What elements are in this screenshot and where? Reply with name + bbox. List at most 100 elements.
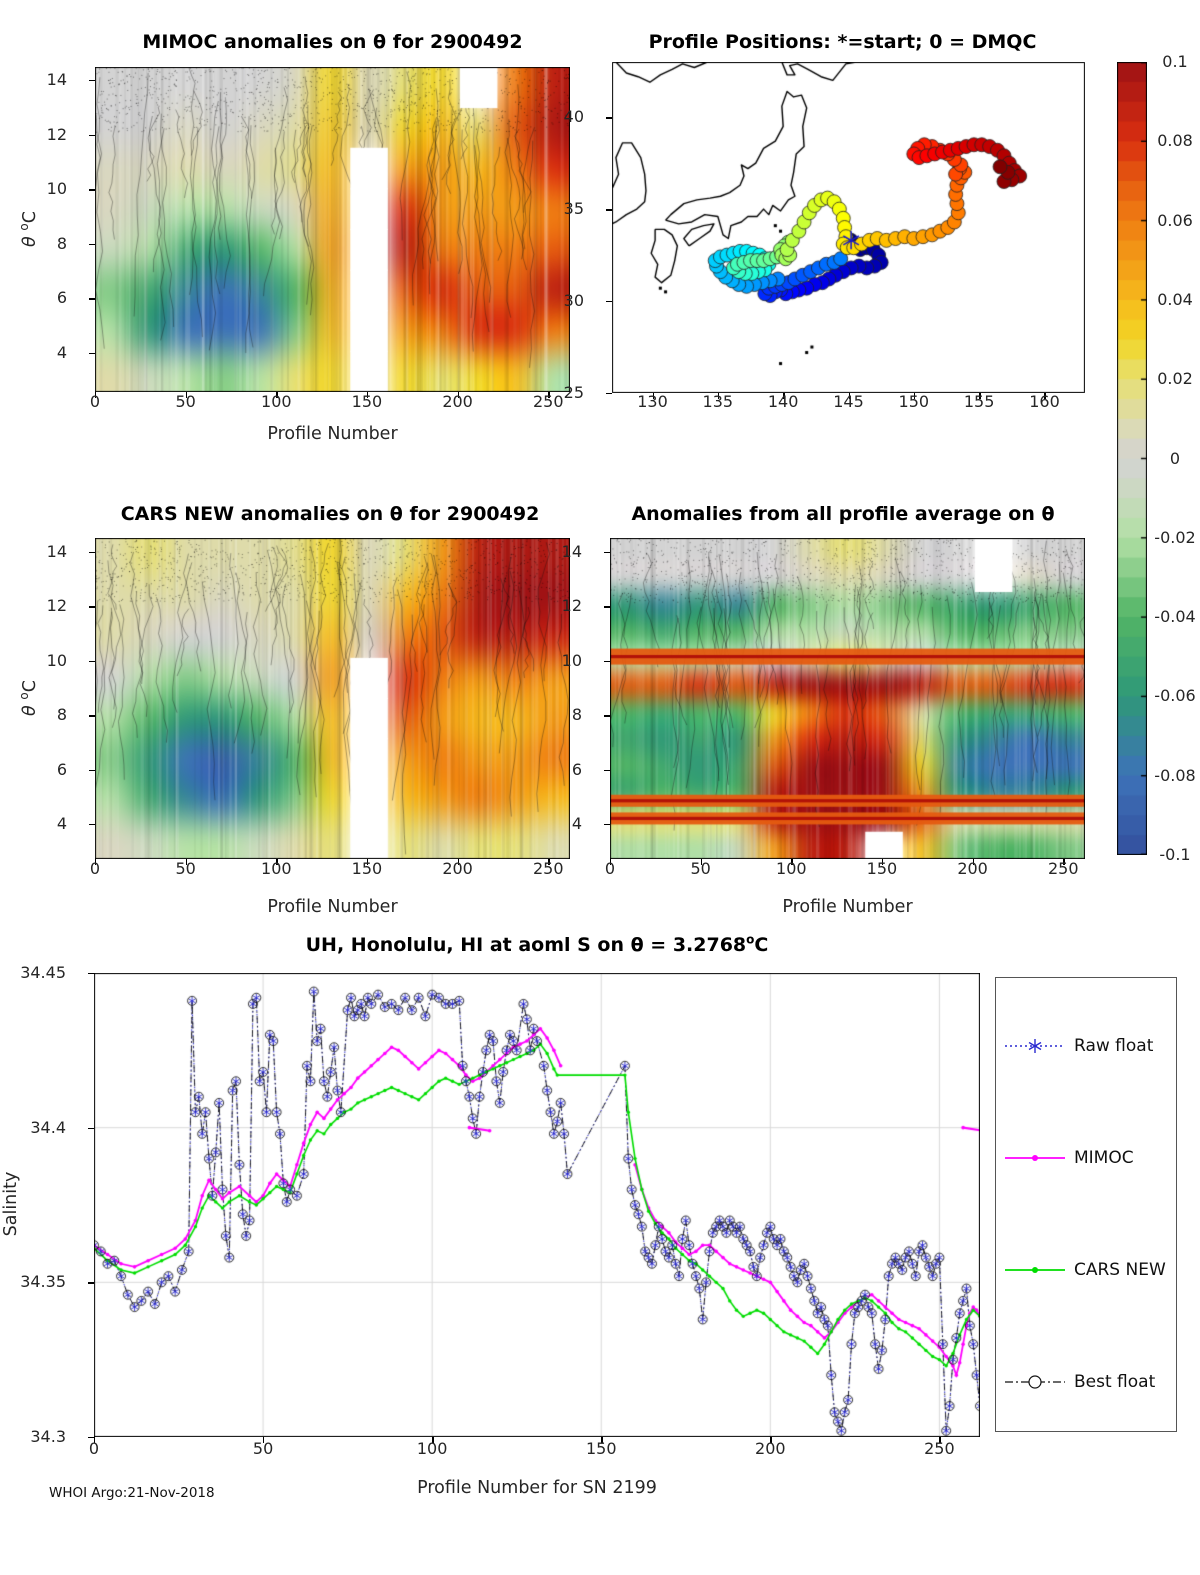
tick-mark <box>432 1437 434 1443</box>
tick-mark <box>604 769 610 771</box>
mimoc-panel-title: MIMOC anomalies on θ for 2900492 <box>142 31 523 53</box>
mimoc-anomaly-heatmap <box>95 67 570 392</box>
tick-mark <box>366 392 369 398</box>
footer-credit: WHOI Argo:21-Nov-2018 <box>49 1485 215 1501</box>
cars-panel-title: CARS NEW anomalies on θ for 2900492 <box>120 503 540 525</box>
tick-label: 0.1 <box>1162 52 1188 71</box>
tick-label: 0 <box>89 392 101 411</box>
legend-label-raw-float: Raw float <box>1074 1036 1154 1056</box>
tick-label: 150 <box>866 859 898 878</box>
tick-label: -0.08 <box>1154 765 1196 785</box>
tick-label: 30 <box>563 291 584 311</box>
tick-label: 150 <box>351 392 383 411</box>
tick-label: -0.02 <box>1154 527 1196 547</box>
legend-item-cars-new: CARS NEW <box>1004 1260 1166 1280</box>
tick-mark <box>848 393 850 399</box>
tick-mark <box>89 769 95 771</box>
tick-label: 0.04 <box>1157 289 1193 309</box>
salinity-title-degree: o <box>746 932 755 947</box>
tick-mark <box>770 1437 772 1443</box>
tick-mark <box>89 660 95 663</box>
tick-label: 40 <box>563 107 584 127</box>
tick-mark <box>1063 859 1065 865</box>
tick-mark <box>89 606 95 608</box>
salinity-title-prefix: UH, Honolulu, HI at aoml S on θ = 3.2768 <box>305 934 747 956</box>
legend-label-mimoc: MIMOC <box>1074 1148 1134 1168</box>
allprof-anomaly-heatmap <box>610 538 1085 859</box>
tick-label: 34.45 <box>20 963 66 982</box>
tick-mark <box>94 1437 96 1443</box>
tick-label: 130 <box>637 392 668 411</box>
cars-xlabel: Profile Number <box>267 897 398 917</box>
tick-mark <box>939 1437 941 1443</box>
tick-label: 14 <box>46 542 67 561</box>
tick-label: 8 <box>56 705 67 725</box>
legend-box: Raw float MIMOC CARS NEW Best float <box>995 977 1177 1432</box>
tick-label: 100 <box>261 392 292 411</box>
tick-label: 100 <box>416 1439 448 1458</box>
tick-mark <box>791 859 793 865</box>
tick-mark <box>95 859 97 865</box>
tick-label: 250 <box>1047 859 1079 878</box>
cars-anomaly-heatmap <box>95 538 570 859</box>
tick-label: 155 <box>963 392 995 411</box>
tick-label: 50 <box>690 859 711 878</box>
tick-label: 150 <box>898 392 930 411</box>
tick-mark <box>457 392 459 398</box>
tick-label: 145 <box>833 392 864 411</box>
tick-label: 50 <box>175 859 196 878</box>
tick-label: 200 <box>442 392 473 411</box>
tick-mark <box>89 824 95 826</box>
tick-label: 14 <box>561 542 582 561</box>
tick-label: 34.35 <box>20 1272 66 1292</box>
tick-label: -0.06 <box>1154 686 1196 706</box>
tick-label: 200 <box>442 859 473 878</box>
tick-label: 0 <box>88 1439 100 1458</box>
tick-label: 0.02 <box>1157 369 1193 389</box>
tick-mark <box>610 859 612 865</box>
tick-mark <box>604 552 610 554</box>
salinity-title-suffix: C <box>754 934 769 956</box>
tick-mark <box>979 393 981 399</box>
tick-mark <box>548 392 550 398</box>
cars-ylabel-unit: C <box>20 680 40 693</box>
tick-mark <box>88 973 94 975</box>
tick-mark <box>606 301 612 303</box>
salinity-ylabel: Salinity <box>1 1171 21 1237</box>
legend-item-mimoc: MIMOC <box>1004 1148 1134 1168</box>
tick-mark <box>604 715 610 717</box>
tick-mark <box>185 392 188 398</box>
tick-label: 0 <box>604 859 616 878</box>
tick-label: 0 <box>1169 448 1181 468</box>
tick-label: 10 <box>46 179 67 199</box>
tick-mark <box>652 393 654 399</box>
tick-label: 10 <box>561 650 582 670</box>
cars-ylabel-degree: o <box>17 692 32 700</box>
allprof-xlabel: Profile Number <box>782 897 913 917</box>
tick-label: 200 <box>957 859 988 878</box>
profile-positions-map <box>612 62 1085 393</box>
tick-label: 10 <box>46 650 67 670</box>
tick-mark <box>604 606 610 608</box>
tick-label: 100 <box>776 859 807 878</box>
tick-mark <box>604 824 610 826</box>
tick-mark <box>89 80 95 82</box>
tick-mark <box>783 393 785 399</box>
tick-mark <box>88 1127 94 1130</box>
tick-mark <box>881 859 884 865</box>
best-float-dashdot-circle-icon <box>1005 1375 1065 1389</box>
tick-label: 8 <box>571 705 582 725</box>
tick-label: -0.1 <box>1159 845 1191 864</box>
tick-label: 6 <box>56 759 67 779</box>
legend-label-cars-new: CARS NEW <box>1074 1260 1166 1280</box>
raw-float-line-asterisk-icon <box>1005 1039 1065 1053</box>
tick-mark <box>366 859 369 865</box>
cars-new-line-dot-icon <box>1005 1267 1065 1273</box>
map-panel-title: Profile Positions: *=start; 0 = DMQC <box>648 31 1037 53</box>
tick-mark <box>1044 393 1046 399</box>
mimoc-line-dot-icon <box>1005 1155 1065 1161</box>
tick-label: 34.3 <box>30 1427 66 1446</box>
tick-label: 50 <box>175 392 196 411</box>
tick-mark <box>276 859 278 865</box>
